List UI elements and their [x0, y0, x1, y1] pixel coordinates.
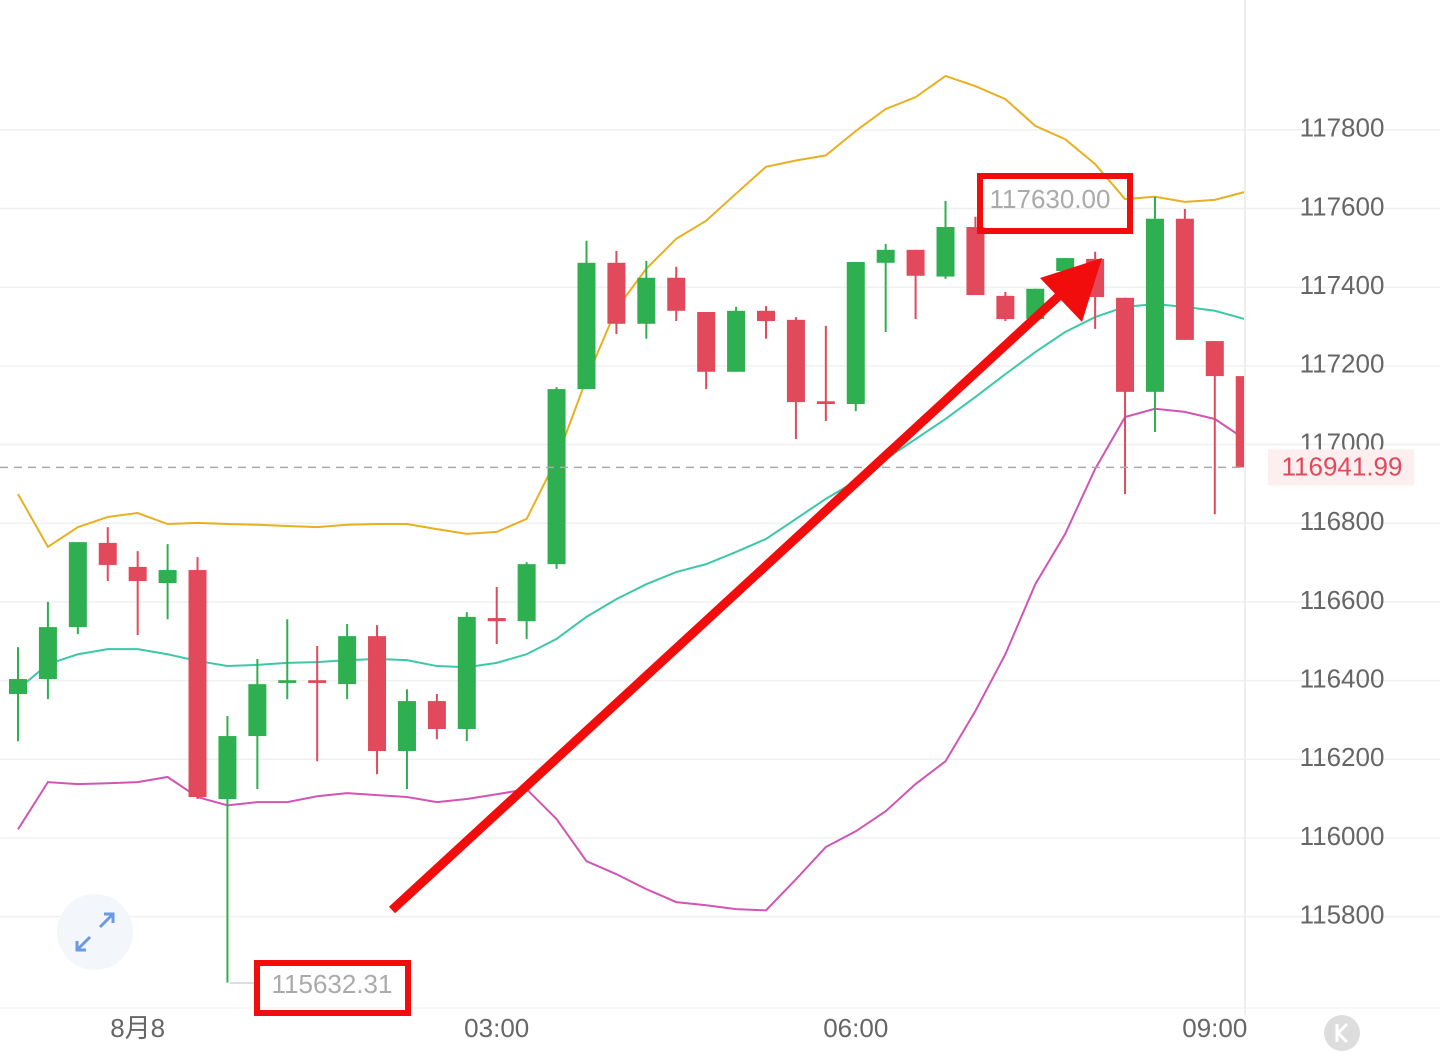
min-label: 115632.31: [272, 969, 393, 999]
last-price-bg: [1268, 449, 1414, 486]
candle-body: [248, 684, 267, 737]
x-tick-label: 03:00: [464, 1013, 529, 1043]
candle-body: [996, 295, 1015, 320]
candle-body: [786, 319, 805, 403]
band-line: [17, 74, 1245, 549]
y-tick-label: 116000: [1300, 821, 1385, 851]
candle-body: [876, 249, 895, 263]
expand-button[interactable]: [57, 894, 133, 970]
k-button[interactable]: [1324, 1015, 1360, 1051]
candle-body: [487, 618, 506, 622]
candle-body: [308, 680, 327, 683]
x-tick-label: 8月8: [110, 1013, 165, 1043]
candle-body: [936, 226, 955, 277]
candle-body: [1116, 297, 1135, 392]
candle-body: [368, 636, 387, 752]
y-tick-label: 117600: [1300, 191, 1385, 221]
x-tick-label: 06:00: [823, 1013, 888, 1043]
candle-body: [397, 701, 416, 752]
y-tick-label: 117200: [1300, 349, 1385, 379]
candle-body: [727, 310, 746, 372]
y-tick-label: 117400: [1300, 270, 1385, 300]
band-line: [17, 303, 1245, 691]
band-line: [17, 407, 1245, 912]
candle-body: [547, 389, 566, 565]
candle-body: [1205, 341, 1224, 377]
arrow-head: [1040, 258, 1102, 322]
candle-body: [427, 701, 446, 729]
max-label: 117630.00: [990, 184, 1111, 214]
candle-body: [697, 311, 716, 372]
candle-body: [637, 277, 656, 324]
last-price-label: 116941.99: [1282, 451, 1403, 481]
k-icon: [1335, 1022, 1349, 1044]
axis: 1158001160001162001164001166001168001170…: [110, 113, 1414, 1043]
candle-body: [278, 680, 297, 683]
y-tick-label: 116400: [1300, 663, 1385, 693]
candle-body: [966, 226, 985, 296]
candle-body: [68, 542, 87, 628]
candle-body: [9, 679, 27, 694]
candle-body: [158, 570, 177, 584]
candle-body: [1145, 218, 1164, 392]
candle-body: [218, 736, 237, 800]
candle-body: [338, 636, 357, 685]
candle-body: [98, 542, 117, 565]
y-tick-label: 116200: [1300, 742, 1385, 772]
plot-area: [0, 74, 1245, 983]
candle-body: [1175, 218, 1194, 340]
candle-body: [906, 249, 925, 276]
candle-body: [188, 570, 207, 798]
candle-body: [667, 277, 686, 311]
candle-body: [816, 401, 835, 405]
candle-body: [607, 262, 626, 324]
candle-body: [1056, 258, 1075, 272]
candle-body: [1235, 376, 1245, 468]
x-tick-label: 09:00: [1182, 1013, 1247, 1043]
arrow-shaft: [388, 291, 1064, 914]
min-highlight-box: [254, 960, 411, 1016]
y-tick-label: 115800: [1300, 900, 1385, 930]
candle-body: [577, 262, 596, 390]
candle-body: [517, 564, 536, 622]
y-tick-label: 116800: [1300, 506, 1385, 536]
expand-icon: [75, 912, 115, 952]
max-highlight-box: [977, 173, 1133, 234]
candle-body: [38, 627, 57, 680]
candle-body: [457, 616, 476, 729]
candle-body: [757, 310, 775, 322]
candle-body: [128, 566, 147, 582]
candle-body: [846, 262, 865, 405]
y-tick-label: 117800: [1300, 113, 1385, 143]
y-tick-label: 116600: [1300, 585, 1385, 615]
